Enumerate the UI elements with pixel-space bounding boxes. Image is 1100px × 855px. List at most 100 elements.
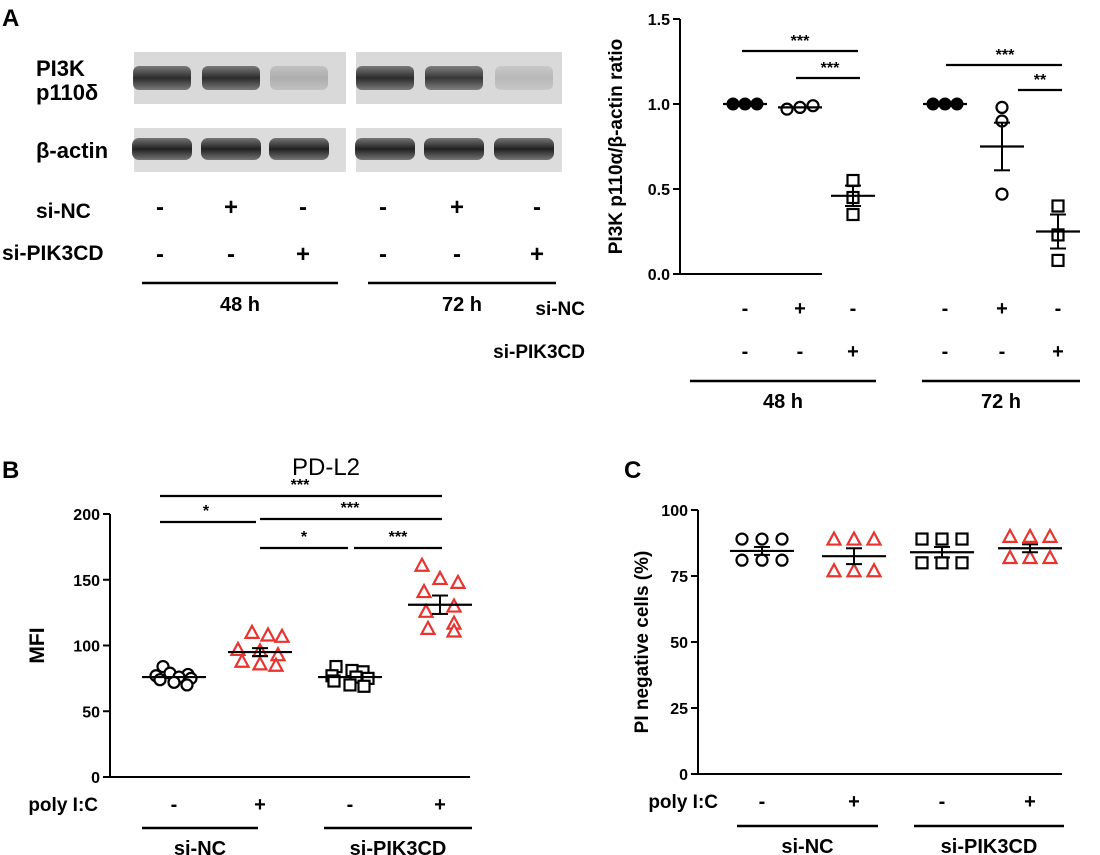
data-point bbox=[780, 102, 794, 116]
data-point bbox=[1021, 527, 1039, 544]
y-tick-label: 75 bbox=[670, 569, 688, 586]
data-point bbox=[846, 173, 860, 188]
y-tick-label: 1.0 bbox=[648, 97, 670, 114]
blot-sign-si-nc: - bbox=[299, 194, 307, 221]
band-actin-2 bbox=[201, 138, 261, 160]
panel-label-a: A bbox=[2, 5, 19, 32]
data-point bbox=[269, 645, 287, 662]
blot-sign-si-nc: + bbox=[450, 194, 464, 221]
data-point bbox=[865, 530, 883, 546]
band-actin-4 bbox=[355, 138, 415, 160]
data-point bbox=[357, 679, 371, 693]
blot-sign-si-pik3cd: - bbox=[227, 241, 235, 268]
row-sign: - bbox=[850, 298, 857, 320]
band-actin-5 bbox=[424, 138, 484, 160]
y-tick-label: 0 bbox=[91, 770, 100, 787]
row-sign: - bbox=[942, 298, 949, 320]
band-actin-6 bbox=[494, 138, 554, 160]
y-tick-label: 0.5 bbox=[648, 182, 670, 199]
row-label: poly I:C bbox=[28, 795, 98, 816]
blot-label-pi3k: PI3K bbox=[36, 56, 85, 81]
y-tick-label: 150 bbox=[73, 573, 100, 590]
significance-label: *** bbox=[821, 60, 840, 77]
data-point bbox=[415, 582, 433, 599]
data-point bbox=[845, 530, 863, 546]
data-point bbox=[825, 530, 843, 546]
row-sign: - bbox=[171, 794, 178, 816]
data-point bbox=[180, 678, 194, 692]
data-point bbox=[955, 556, 969, 570]
blot-label-si-pik3cd: si-PIK3CD bbox=[2, 242, 104, 265]
group-label: si-PIK3CD bbox=[350, 838, 447, 855]
blot-sign-si-nc: - bbox=[156, 194, 164, 221]
significance-label: *** bbox=[389, 529, 408, 546]
blot-sign-si-nc: - bbox=[533, 194, 541, 221]
significance-label: *** bbox=[791, 33, 810, 50]
data-point bbox=[259, 626, 277, 642]
data-point bbox=[915, 556, 929, 570]
row-sign: - bbox=[742, 341, 749, 363]
y-tick-label: 100 bbox=[73, 639, 100, 656]
row-label: si-PIK3CD bbox=[493, 342, 585, 363]
group-label: 48 h bbox=[763, 391, 803, 413]
group-label: si-NC bbox=[174, 838, 226, 855]
row-sign: - bbox=[942, 341, 949, 363]
data-point bbox=[1001, 527, 1019, 544]
row-sign: - bbox=[742, 298, 749, 320]
row-sign: + bbox=[847, 341, 859, 363]
data-point bbox=[233, 652, 251, 668]
blot-label-si-nc: si-NC bbox=[36, 200, 91, 223]
group-label: si-NC bbox=[781, 836, 833, 855]
data-point bbox=[267, 656, 285, 672]
y-tick-label: 50 bbox=[82, 704, 100, 721]
row-sign: - bbox=[797, 341, 804, 363]
blot-time-left: 48 h bbox=[220, 294, 260, 316]
data-point bbox=[735, 532, 749, 546]
panel-label-c: C bbox=[624, 457, 641, 484]
row-sign: + bbox=[848, 791, 860, 813]
band-actin-1 bbox=[132, 138, 192, 160]
row-sign: + bbox=[1052, 341, 1064, 363]
y-tick-label: 25 bbox=[670, 701, 688, 718]
data-point bbox=[755, 553, 769, 567]
data-point bbox=[865, 561, 883, 578]
panel-label-b: B bbox=[2, 457, 19, 484]
data-point bbox=[1041, 548, 1059, 565]
data-point bbox=[775, 553, 789, 567]
y-axis-label: MFI bbox=[26, 627, 49, 663]
y-tick-label: 100 bbox=[661, 503, 688, 520]
y-tick-label: 200 bbox=[73, 507, 100, 524]
data-point bbox=[846, 207, 860, 222]
data-point bbox=[845, 561, 863, 578]
band-pi3k-3 bbox=[270, 66, 328, 90]
data-point bbox=[935, 556, 949, 570]
blot-sign-si-nc: + bbox=[224, 194, 238, 221]
data-point bbox=[153, 673, 167, 687]
group-label: si-PIK3CD bbox=[941, 836, 1038, 855]
row-label: poly I:C bbox=[648, 792, 718, 813]
data-point bbox=[413, 556, 431, 572]
y-axis-label: PI3K p110α/β-actin ratio bbox=[606, 39, 627, 254]
row-label: si-NC bbox=[535, 299, 585, 320]
data-point bbox=[343, 678, 357, 692]
blot-sign-rows: - + - - + - - - + - - + bbox=[156, 194, 544, 268]
data-point bbox=[273, 627, 291, 643]
group-label: 72 h bbox=[981, 391, 1021, 413]
significance-label: * bbox=[203, 503, 210, 520]
data-point bbox=[955, 532, 969, 546]
data-point bbox=[327, 674, 341, 688]
data-point bbox=[251, 655, 269, 671]
data-point bbox=[915, 532, 929, 546]
blot-label-actin: β-actin bbox=[36, 138, 108, 163]
y-axis-label: PI negative cells (%) bbox=[632, 551, 653, 734]
row-sign: - bbox=[347, 794, 354, 816]
row-sign: + bbox=[996, 298, 1008, 320]
blot-sign-si-pik3cd: - bbox=[453, 241, 461, 268]
significance-label: *** bbox=[341, 500, 360, 517]
data-point bbox=[755, 532, 769, 546]
row-sign: - bbox=[759, 791, 766, 813]
blot-sign-si-nc: - bbox=[379, 194, 387, 221]
data-point bbox=[935, 532, 949, 546]
row-sign: - bbox=[939, 791, 946, 813]
y-tick-label: 0 bbox=[679, 767, 688, 784]
